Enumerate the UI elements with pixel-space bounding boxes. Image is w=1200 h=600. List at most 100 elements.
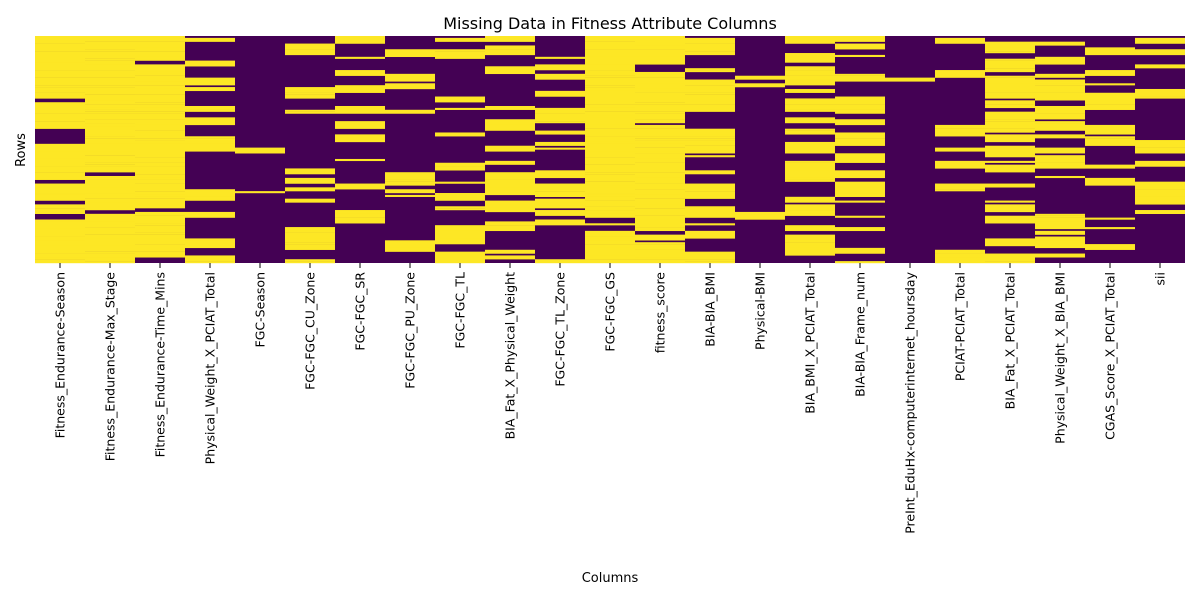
- heatmap-cell-missing: [85, 238, 135, 247]
- heatmap-cell-missing: [985, 119, 1035, 122]
- heatmap-cell-missing: [385, 247, 435, 252]
- heatmap-cell-missing: [985, 145, 1035, 152]
- heatmap-cell-missing: [535, 130, 585, 135]
- heatmap-cell-missing: [135, 215, 185, 224]
- heatmap-cell-missing: [335, 56, 385, 59]
- heatmap-cell-missing: [585, 244, 635, 249]
- heatmap-cell-missing: [585, 236, 635, 239]
- heatmap-cell-missing: [185, 109, 235, 112]
- heatmap-cell-missing: [535, 211, 585, 216]
- heatmap-cell-missing: [985, 215, 1035, 224]
- heatmap-cell-missing: [635, 172, 685, 179]
- heatmap-cell-missing: [85, 221, 135, 228]
- heatmap-cell-missing: [135, 194, 185, 197]
- x-tick-label: FGC-FGC_PU_Zone: [403, 272, 418, 389]
- heatmap-cell-missing: [135, 183, 185, 192]
- heatmap-cell-missing: [185, 211, 235, 218]
- heatmap-cell-missing: [685, 183, 735, 192]
- heatmap-cell-missing: [485, 172, 535, 180]
- heatmap-cell-missing: [135, 225, 185, 233]
- x-tick-label: Fitness_Endurance-Time_Mins: [153, 272, 168, 457]
- heatmap-cell-missing: [135, 211, 185, 216]
- heatmap-cell-missing: [785, 105, 835, 110]
- heatmap-cell-missing: [1135, 147, 1185, 154]
- heatmap-cell-missing: [135, 111, 185, 114]
- heatmap-cell-missing: [85, 41, 135, 50]
- heatmap-cell-missing: [285, 109, 335, 112]
- heatmap-cell-missing: [135, 113, 185, 120]
- heatmap-cell-missing: [1035, 107, 1085, 114]
- heatmap-cell-missing: [85, 234, 135, 239]
- heatmap-cell-missing: [285, 177, 335, 184]
- heatmap-cell-missing: [285, 111, 335, 114]
- heatmap-cell-missing: [835, 138, 885, 146]
- heatmap-cell-missing: [635, 138, 685, 141]
- heatmap-cell-missing: [35, 236, 85, 241]
- heatmap-cell-missing: [135, 94, 185, 103]
- heatmap-cell-missing: [585, 247, 635, 256]
- heatmap-cell-missing: [785, 88, 835, 93]
- heatmap-cell-missing: [135, 177, 185, 180]
- heatmap-cell-missing: [135, 251, 185, 258]
- heatmap-cell-missing: [635, 77, 685, 84]
- heatmap-cell-missing: [385, 49, 435, 58]
- heatmap-cell-missing: [635, 36, 685, 39]
- heatmap-cell-missing: [285, 259, 335, 262]
- heatmap-cell-missing: [435, 238, 485, 245]
- x-tick-label: PCIAT-PCIAT_Total: [953, 272, 968, 381]
- heatmap-cell-missing: [935, 128, 985, 133]
- heatmap-cell-missing: [85, 123, 135, 127]
- heatmap-cell-missing: [835, 109, 885, 114]
- heatmap-cell-missing: [485, 204, 535, 213]
- heatmap-cell-missing: [335, 158, 385, 162]
- heatmap-cell-missing: [835, 119, 885, 126]
- heatmap-cell-missing: [85, 119, 135, 124]
- x-tick-label: FGC-FGC_SR: [353, 272, 368, 351]
- heatmap-cell-missing: [685, 191, 735, 199]
- heatmap-cell-missing: [285, 242, 335, 245]
- heatmap-cell-missing: [1035, 213, 1085, 216]
- x-tick-label: Fitness_Endurance-Season: [53, 272, 68, 438]
- heatmap-cell-missing: [985, 111, 1035, 120]
- heatmap-cell-missing: [585, 124, 635, 129]
- heatmap-cell-missing: [135, 232, 185, 235]
- heatmap-cell-missing: [685, 261, 735, 264]
- heatmap-cell-missing: [335, 85, 385, 93]
- heatmap-cell-missing: [1035, 134, 1085, 139]
- heatmap-cell-missing: [485, 255, 535, 260]
- heatmap-cell-missing: [685, 70, 735, 73]
- heatmap-cell-missing: [85, 177, 135, 180]
- heatmap-cell-missing: [785, 36, 835, 44]
- heatmap-cell-missing: [1135, 64, 1185, 69]
- heatmap-cell-missing: [35, 193, 85, 196]
- heatmap-cell-missing: [635, 83, 685, 90]
- heatmap-cell-missing: [35, 219, 85, 222]
- heatmap-cell-missing: [185, 37, 235, 42]
- x-tick-label: Physical-BMI: [753, 272, 768, 350]
- heatmap-cell-missing: [85, 187, 135, 194]
- heatmap-cell-missing: [635, 90, 685, 93]
- heatmap-cell-missing: [135, 41, 185, 48]
- heatmap-cell-missing: [85, 126, 135, 135]
- heatmap-cell-missing: [1085, 177, 1135, 186]
- heatmap-cell-missing: [785, 109, 835, 112]
- heatmap-cell-missing: [835, 54, 885, 58]
- heatmap-cell-missing: [85, 198, 135, 203]
- heatmap-cell-missing: [585, 54, 635, 58]
- heatmap-cell-missing: [1085, 104, 1135, 110]
- heatmap-cell-missing: [685, 251, 735, 260]
- heatmap-cell-missing: [585, 143, 635, 150]
- heatmap-cell-missing: [585, 174, 635, 182]
- heatmap-cell-missing: [285, 49, 335, 56]
- heatmap-cell-missing: [185, 240, 235, 249]
- heatmap-cell-missing: [535, 113, 585, 122]
- heatmap-cell-missing: [635, 198, 685, 205]
- heatmap-cell-missing: [35, 36, 85, 44]
- heatmap-cell-missing: [1035, 240, 1085, 249]
- heatmap-cell-missing: [585, 149, 635, 152]
- heatmap-cell-missing: [635, 113, 685, 120]
- heatmap-cell-missing: [85, 134, 135, 137]
- heatmap-cell-missing: [85, 155, 135, 163]
- heatmap-cell-missing: [385, 194, 435, 197]
